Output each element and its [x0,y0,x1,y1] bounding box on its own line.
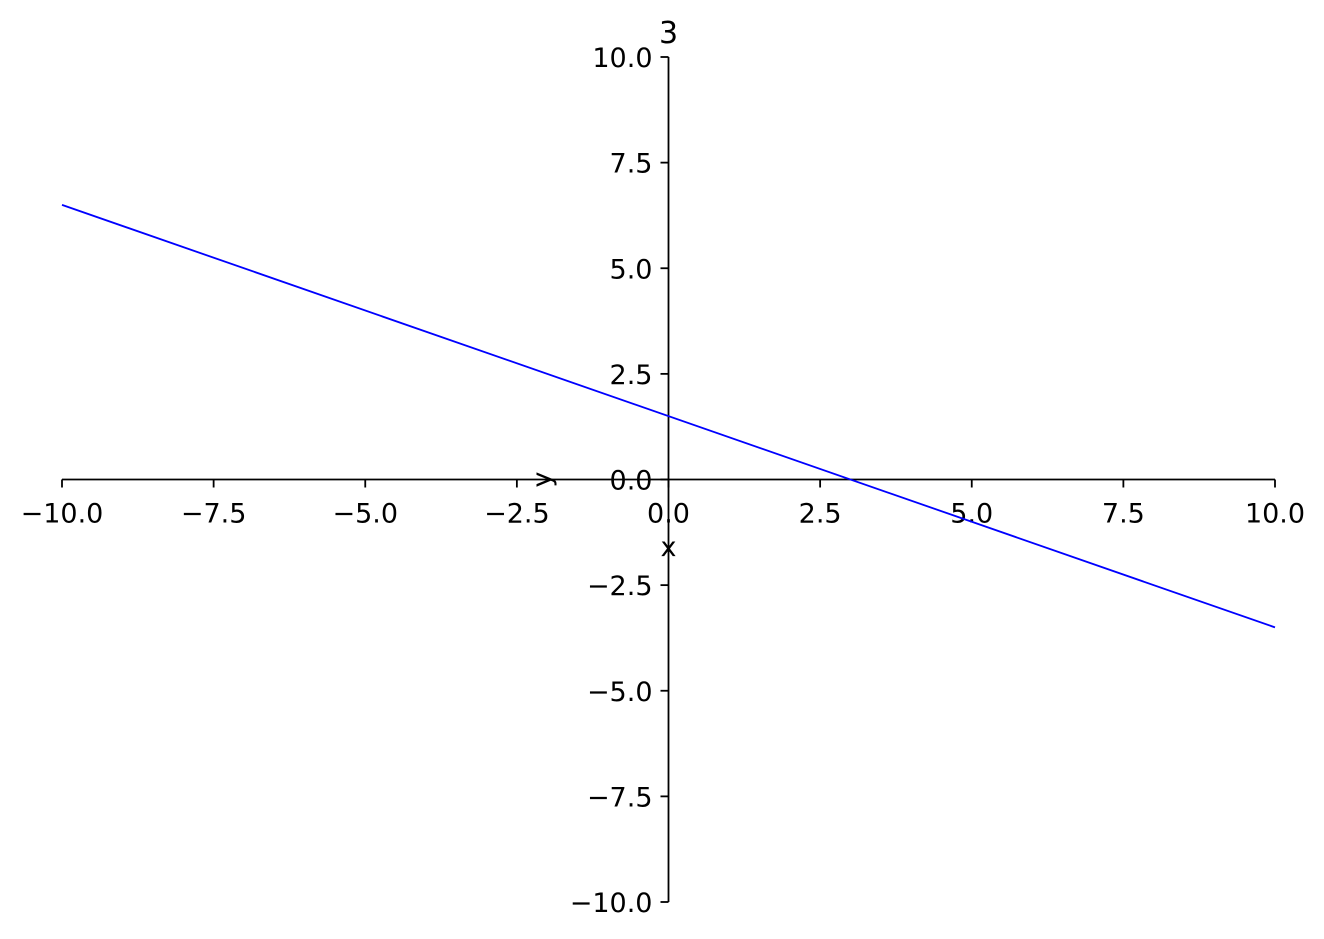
x-tick-label: −2.5 [484,499,550,530]
x-tick-label: 7.5 [1102,499,1145,530]
tick-labels-layer: −10.0 −7.5 −5.0 −2.5 0.0 2.5 5.0 7.5 10.0 10.0 7.5… [21,43,1305,919]
x-tick-label: 10.0 [1245,499,1305,530]
x-tick-label: −7.5 [181,499,247,530]
series-line [61,204,1276,629]
x-tick-label: −10.0 [21,499,104,530]
y-tick-label: −2.5 [587,571,653,602]
series-layer [61,204,1276,629]
x-axis-label: x [661,532,677,563]
y-tick-label: 2.5 [610,360,653,391]
x-tick-label: 5.0 [950,499,993,530]
y-tick-label: −10.0 [570,888,653,919]
y-tick-label: 5.0 [610,254,653,285]
y-tick-label: −5.0 [587,677,653,708]
y-tick-label: −7.5 [587,782,653,813]
y-tick-label: 0.0 [610,466,653,497]
y-axis-label: y [527,471,558,487]
y-tick-label: 10.0 [592,43,652,74]
x-tick-label: 2.5 [799,499,842,530]
ticks-layer [61,56,1276,903]
x-tick-label: 0.0 [647,499,690,530]
chart-title: 3 [659,16,678,51]
y-tick-label: 7.5 [610,149,653,180]
x-tick-label: −5.0 [332,499,398,530]
